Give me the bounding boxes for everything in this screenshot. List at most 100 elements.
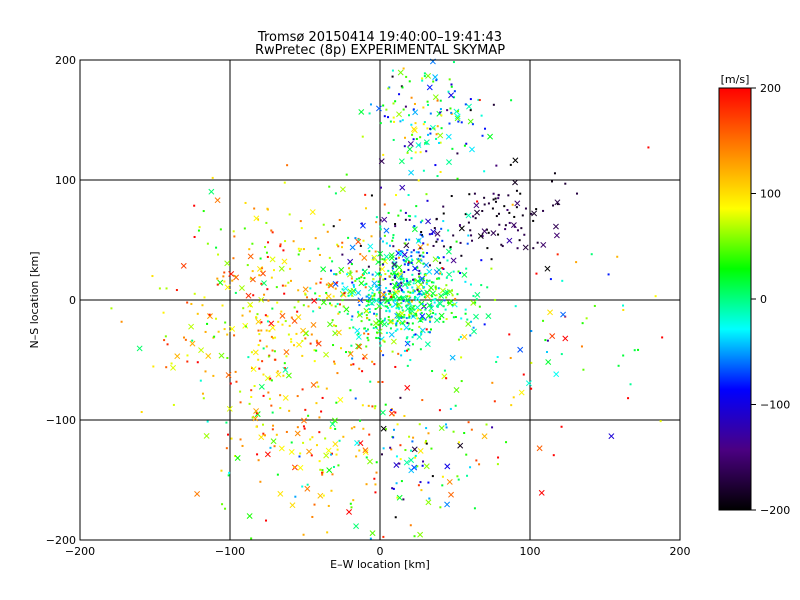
data-point-cross bbox=[381, 321, 388, 328]
data-point bbox=[297, 289, 300, 292]
data-point bbox=[395, 194, 398, 197]
data-point-cross bbox=[414, 304, 421, 311]
data-point-cross bbox=[424, 341, 431, 348]
data-point bbox=[497, 197, 500, 200]
data-point bbox=[438, 141, 441, 144]
data-point bbox=[424, 318, 427, 321]
data-point bbox=[400, 306, 403, 309]
data-point-cross bbox=[434, 230, 441, 237]
data-point bbox=[431, 232, 434, 235]
data-point bbox=[452, 316, 455, 319]
data-point bbox=[408, 435, 411, 438]
data-point bbox=[283, 292, 286, 295]
data-point bbox=[379, 122, 382, 125]
data-point bbox=[402, 299, 405, 302]
data-point bbox=[326, 531, 329, 534]
data-point bbox=[419, 247, 422, 250]
data-point bbox=[576, 192, 579, 195]
data-point bbox=[330, 489, 333, 492]
data-point bbox=[328, 185, 331, 188]
data-point bbox=[422, 123, 425, 126]
data-point bbox=[504, 224, 507, 227]
data-point bbox=[445, 284, 448, 287]
data-point bbox=[370, 323, 373, 326]
data-point bbox=[395, 324, 398, 327]
data-point bbox=[224, 507, 227, 510]
data-point bbox=[456, 177, 459, 180]
data-point bbox=[469, 466, 472, 469]
data-point bbox=[248, 310, 251, 313]
data-point bbox=[487, 202, 490, 205]
data-point bbox=[375, 314, 378, 317]
data-point bbox=[357, 310, 360, 313]
data-point bbox=[281, 284, 284, 287]
data-point-cross bbox=[474, 209, 480, 216]
data-point bbox=[342, 435, 345, 438]
data-point bbox=[391, 350, 394, 353]
data-point bbox=[270, 229, 273, 232]
data-point bbox=[481, 134, 484, 137]
data-point bbox=[400, 328, 403, 331]
data-point bbox=[324, 437, 327, 440]
data-point bbox=[384, 277, 387, 280]
data-point-cross bbox=[471, 328, 478, 335]
data-point bbox=[333, 324, 336, 327]
data-point bbox=[424, 274, 427, 277]
data-point bbox=[391, 319, 394, 322]
data-point bbox=[434, 313, 437, 316]
data-point bbox=[457, 478, 460, 481]
data-point bbox=[335, 401, 338, 404]
data-point bbox=[430, 447, 433, 450]
data-point bbox=[266, 255, 269, 258]
data-point bbox=[397, 256, 400, 259]
data-point bbox=[368, 433, 371, 436]
data-point bbox=[350, 363, 353, 366]
data-point bbox=[250, 389, 253, 392]
data-point bbox=[285, 355, 288, 358]
data-point bbox=[281, 323, 284, 326]
data-point bbox=[617, 364, 620, 367]
data-point bbox=[388, 275, 391, 278]
data-point bbox=[334, 192, 337, 195]
data-point bbox=[450, 299, 453, 302]
data-point bbox=[403, 414, 406, 417]
data-point bbox=[385, 242, 388, 245]
data-point-cross bbox=[426, 268, 433, 275]
data-point bbox=[302, 441, 305, 444]
data-point bbox=[288, 324, 291, 327]
data-point bbox=[420, 254, 423, 257]
data-point bbox=[439, 141, 442, 144]
data-point bbox=[229, 382, 232, 385]
data-point bbox=[435, 217, 438, 220]
data-point bbox=[350, 344, 353, 347]
data-point bbox=[354, 288, 357, 291]
data-point bbox=[464, 213, 467, 216]
data-point-cross bbox=[423, 139, 430, 146]
data-point bbox=[450, 311, 453, 314]
data-point bbox=[383, 234, 386, 237]
data-point bbox=[428, 331, 431, 334]
data-point-cross bbox=[249, 276, 256, 283]
data-point bbox=[401, 309, 404, 312]
data-point bbox=[413, 278, 416, 281]
data-point bbox=[413, 290, 416, 293]
data-point-cross bbox=[399, 184, 406, 191]
data-point bbox=[401, 322, 404, 325]
data-point bbox=[224, 321, 227, 324]
data-point-cross bbox=[412, 109, 419, 116]
data-point-cross bbox=[380, 425, 387, 432]
data-point-cross bbox=[408, 457, 415, 464]
data-point bbox=[394, 225, 397, 228]
data-point-cross bbox=[285, 372, 292, 379]
data-point-cross bbox=[247, 253, 254, 260]
data-point bbox=[355, 455, 358, 458]
data-point bbox=[445, 292, 448, 295]
data-point bbox=[508, 211, 511, 214]
data-point bbox=[440, 273, 443, 276]
data-point bbox=[408, 315, 411, 318]
data-point-cross bbox=[359, 222, 366, 229]
data-point bbox=[152, 365, 155, 368]
data-point bbox=[317, 247, 320, 250]
data-point bbox=[352, 283, 355, 286]
data-point bbox=[465, 267, 468, 270]
